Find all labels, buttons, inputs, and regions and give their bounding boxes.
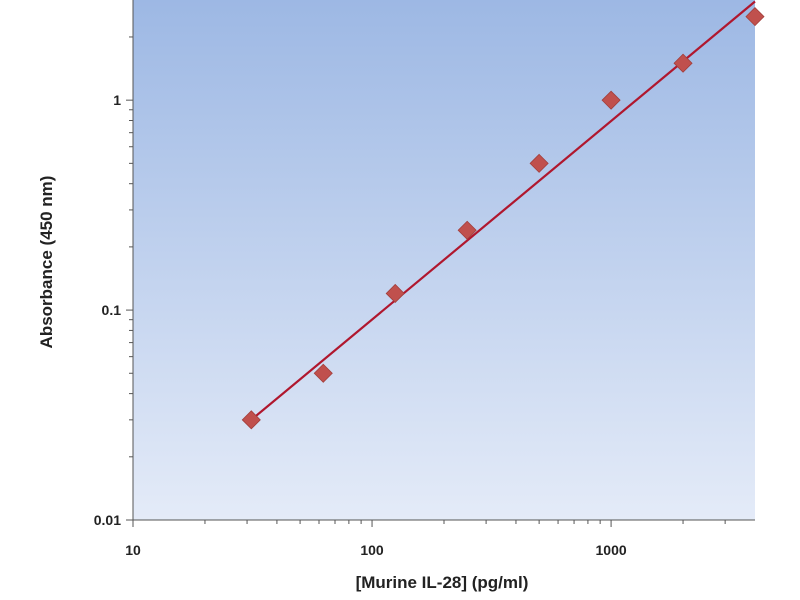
fit-line-layer bbox=[250, 0, 756, 421]
data-point bbox=[745, 7, 765, 27]
y-tick-label: 0.01 bbox=[94, 512, 121, 528]
data-point bbox=[529, 153, 549, 173]
data-point bbox=[241, 410, 261, 430]
data-point bbox=[673, 53, 693, 73]
fit-line bbox=[250, 0, 756, 421]
x-tick-label: 100 bbox=[360, 542, 384, 558]
x-axis-title: [Murine IL-28] (pg/ml) bbox=[356, 573, 529, 592]
x-tick-label: 10 bbox=[125, 542, 141, 558]
data-point bbox=[457, 220, 477, 240]
ticks: 10 100 1000 0.01 0.1 1 bbox=[94, 36, 726, 558]
y-axis-title: Absorbance (450 nm) bbox=[37, 176, 56, 349]
data-point bbox=[313, 363, 333, 383]
data-point bbox=[601, 90, 621, 110]
y-tick-label: 1 bbox=[113, 92, 121, 108]
x-tick-label: 1000 bbox=[596, 542, 627, 558]
y-tick-label: 0.1 bbox=[102, 302, 122, 318]
data-point bbox=[385, 283, 405, 304]
data-points bbox=[241, 7, 765, 430]
